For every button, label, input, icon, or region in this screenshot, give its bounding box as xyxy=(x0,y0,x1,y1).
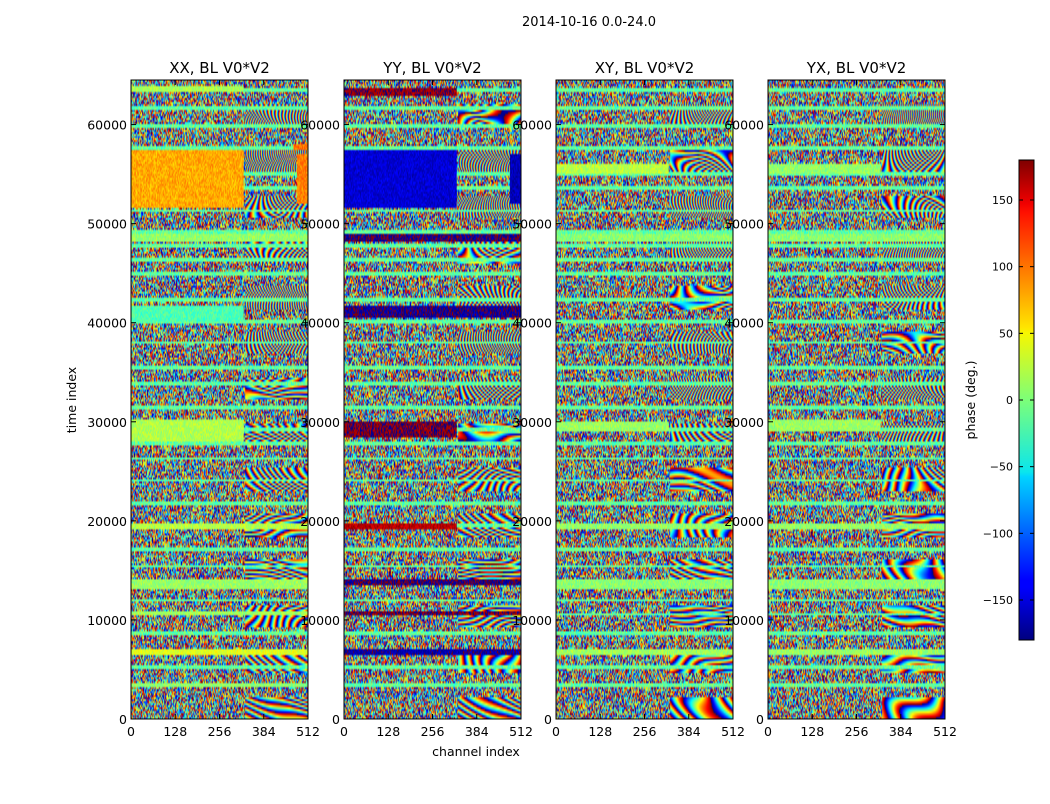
y-tick-label: 60000 xyxy=(300,118,340,133)
y-tick-label: 20000 xyxy=(300,514,340,529)
colorbar-tick-label: 150 xyxy=(992,194,1013,207)
y-tick-label: 0 xyxy=(332,712,340,727)
y-tick-label: 20000 xyxy=(87,514,127,529)
y-tick-label: 60000 xyxy=(512,118,552,133)
panel-1: XX, BL V0*V2 0 128 256 384 512 0 10000 20000 3000… xyxy=(87,59,320,739)
y-tick-label: 10000 xyxy=(300,613,340,628)
y-tick-label: 30000 xyxy=(87,415,127,430)
phase-heatmap xyxy=(556,80,733,719)
colorbar-tick-label: 100 xyxy=(992,261,1013,274)
y-tick-label: 10000 xyxy=(87,613,127,628)
panels: XX, BL V0*V2 0 128 256 384 512 0 10000 20000 3000… xyxy=(87,59,957,739)
y-tick-label: 10000 xyxy=(724,613,764,628)
colorbar-tick-label: −100 xyxy=(983,527,1013,540)
x-tick-label: 256 xyxy=(845,724,869,739)
x-tick-label: 384 xyxy=(889,724,913,739)
y-tick-label: 30000 xyxy=(724,415,764,430)
y-tick-label: 40000 xyxy=(87,316,127,331)
x-tick-label: 512 xyxy=(933,724,957,739)
y-axis-label: time index xyxy=(64,367,79,433)
x-tick-label: 128 xyxy=(800,724,824,739)
x-tick-label: 0 xyxy=(764,724,772,739)
y-tick-label: 50000 xyxy=(300,217,340,232)
x-tick-label: 128 xyxy=(588,724,612,739)
y-tick-label: 0 xyxy=(756,712,764,727)
figure-suptitle: 2014-10-16 0.0-24.0 xyxy=(522,15,656,30)
y-tick-label: 50000 xyxy=(87,217,127,232)
x-tick-label: 128 xyxy=(376,724,400,739)
y-tick-label: 10000 xyxy=(512,613,552,628)
panel-3: XY, BL V0*V2 0 128 256 384 512 0 10000 20000 3000… xyxy=(512,59,745,739)
x-tick-label: 512 xyxy=(509,724,533,739)
y-tick-label: 60000 xyxy=(87,118,127,133)
y-tick-label: 40000 xyxy=(512,316,552,331)
panel-title: XX, BL V0*V2 xyxy=(169,59,270,77)
x-tick-label: 128 xyxy=(163,724,187,739)
y-tick-label: 30000 xyxy=(300,415,340,430)
x-axis-label: channel index xyxy=(432,744,520,759)
panel-title: YY, BL V0*V2 xyxy=(382,59,481,77)
colorbar-tick-label: −50 xyxy=(990,461,1013,474)
phase-heatmap xyxy=(768,80,945,719)
panel-4: YX, BL V0*V2 0 128 256 384 512 0 10000 20000 3000… xyxy=(724,59,957,739)
panel-title: YX, BL V0*V2 xyxy=(806,59,907,77)
y-tick-label: 50000 xyxy=(512,217,552,232)
colorbar-tick-label: 50 xyxy=(999,327,1013,340)
x-tick-label: 512 xyxy=(721,724,745,739)
x-tick-label: 384 xyxy=(677,724,701,739)
colorbar-ticks: −150 −100 −50 0 50 100 150 xyxy=(983,194,1034,607)
y-tick-label: 0 xyxy=(119,712,127,727)
phase-heatmap xyxy=(131,80,308,719)
y-tick-label: 60000 xyxy=(724,118,764,133)
colorbar: −150 −100 −50 0 50 100 150 phase (deg.) xyxy=(963,159,1035,641)
colorbar-tick-label: −150 xyxy=(983,594,1013,607)
panel-title: XY, BL V0*V2 xyxy=(595,59,695,77)
x-tick-label: 512 xyxy=(296,724,320,739)
y-tick-label: 40000 xyxy=(724,316,764,331)
y-tick-label: 50000 xyxy=(724,217,764,232)
colorbar-label: phase (deg.) xyxy=(963,361,978,440)
colorbar-tick-label: 0 xyxy=(1006,394,1013,407)
x-tick-label: 0 xyxy=(552,724,560,739)
x-tick-label: 384 xyxy=(252,724,276,739)
y-tick-label: 30000 xyxy=(512,415,552,430)
x-tick-label: 0 xyxy=(340,724,348,739)
y-tick-label: 40000 xyxy=(300,316,340,331)
y-tick-label: 20000 xyxy=(724,514,764,529)
x-tick-label: 256 xyxy=(208,724,232,739)
x-tick-label: 0 xyxy=(127,724,135,739)
panel-2: YY, BL V0*V2 0 128 256 384 512 0 10000 20000 3000… xyxy=(300,59,533,739)
x-tick-label: 384 xyxy=(465,724,489,739)
x-tick-label: 256 xyxy=(421,724,445,739)
y-tick-label: 0 xyxy=(544,712,552,727)
x-tick-label: 256 xyxy=(633,724,657,739)
phase-heatmap xyxy=(344,80,521,719)
y-tick-label: 20000 xyxy=(512,514,552,529)
